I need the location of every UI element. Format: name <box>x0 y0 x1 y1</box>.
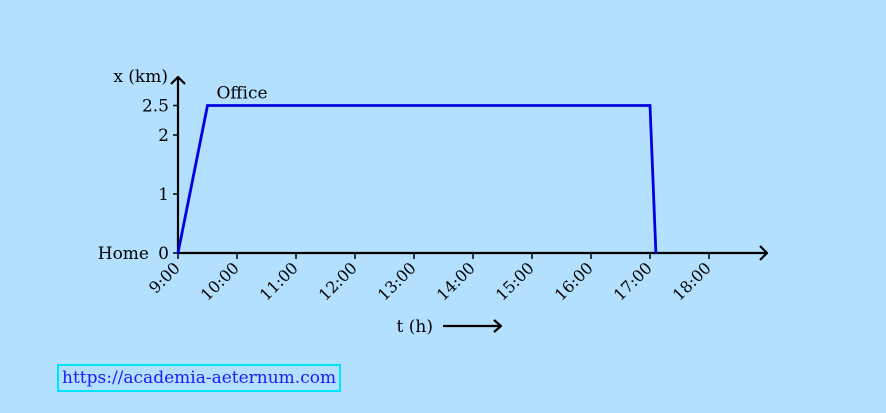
x-tick-label: 17:00 <box>610 258 656 304</box>
x-axis-label: t (h) <box>397 317 433 337</box>
x-tick-label: 14:00 <box>433 258 479 304</box>
x-tick-label: 12:00 <box>315 258 361 304</box>
x-tick-label: 16:00 <box>551 258 597 304</box>
data-point <box>648 104 652 107</box>
x-tick-label: 13:00 <box>374 258 420 304</box>
data-point <box>654 251 658 255</box>
annotation-home: Home <box>98 244 149 264</box>
x-tick-label: 10:00 <box>197 258 243 304</box>
y-tick-label: 1 <box>158 185 169 205</box>
series-line <box>176 104 658 254</box>
x-tick-label: 11:00 <box>256 258 302 304</box>
x-tick-label: 18:00 <box>669 258 715 304</box>
data-point <box>206 104 209 107</box>
y-axis-arrow-icon <box>170 75 186 85</box>
annotation-office: Office <box>217 84 268 104</box>
x-tick-label: 9:00 <box>145 258 184 297</box>
y-tick-label: 2.5 <box>142 97 169 117</box>
y-tick-label: 2 <box>158 126 169 146</box>
x-tick-label: 15:00 <box>492 258 538 304</box>
x-direction-arrow-icon <box>493 319 503 333</box>
y-tick-label: 0 <box>158 244 169 264</box>
plot-area: 0 1 2 2.5 9:00 10:00 11:00 12:00 13:00 14:00 15:00… <box>98 67 769 337</box>
x-axis-arrow-icon <box>759 245 769 261</box>
y-axis-label: x (km) <box>113 67 168 87</box>
website-link[interactable]: https://academia-aeternum.com <box>57 364 342 392</box>
data-point <box>176 251 180 255</box>
